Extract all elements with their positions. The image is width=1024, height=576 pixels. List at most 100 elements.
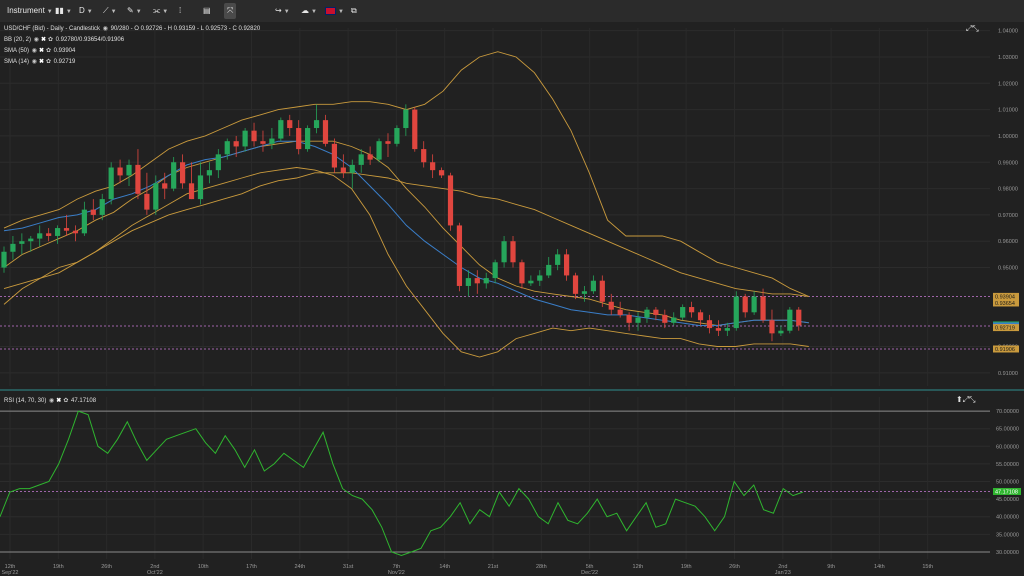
rsi-chart-background <box>0 393 1024 576</box>
candle-body <box>349 164 355 173</box>
eye-icon[interactable]: ◉ <box>33 37 39 43</box>
eye-icon[interactable]: ◉ <box>102 26 108 32</box>
candle-body <box>81 209 87 234</box>
eye-icon[interactable]: ◉ <box>31 59 37 65</box>
date-tick-label: 9th <box>827 564 835 570</box>
close-icon[interactable]: ✖ <box>38 59 44 65</box>
candle-body <box>99 199 105 215</box>
gear-icon[interactable]: ✿ <box>45 59 51 65</box>
candle-body <box>465 278 471 286</box>
candle-body <box>108 167 114 200</box>
candle-body <box>742 296 748 313</box>
indicator-list-button[interactable]: ⁞ <box>176 3 184 19</box>
candle-body <box>555 254 561 265</box>
gear-icon[interactable]: ✿ <box>47 37 53 43</box>
candlestick-type-button[interactable]: ▮▮ ▼ <box>52 3 75 19</box>
close-icon[interactable]: ✖ <box>56 398 62 404</box>
maximize-icon[interactable]: ⤡ <box>969 395 976 404</box>
candle-body <box>224 141 230 155</box>
candle-body <box>689 307 695 313</box>
price-tag-box <box>993 324 1019 332</box>
candle-body <box>528 280 534 284</box>
rsi-chart[interactable]: 47.17108 70.00000 65.00000 60.00000 55.0000… <box>0 393 1024 576</box>
rsi-tick-label: 40.00000 <box>996 515 1019 521</box>
candle-body <box>180 162 186 184</box>
candle-body <box>206 170 212 176</box>
rsi-tick-label: 30.00000 <box>996 550 1019 556</box>
expand-icon[interactable]: ⤢ <box>962 395 970 404</box>
indicator-button[interactable]: ⫘ ▼ <box>150 3 171 19</box>
candle-body <box>278 120 284 139</box>
price-tag-sma50: 0.93904 <box>993 292 1019 300</box>
candle-body <box>653 309 659 315</box>
candle-body <box>483 278 489 284</box>
price-tag-label: 0.93904 <box>995 294 1015 300</box>
candle-body <box>796 309 802 326</box>
date-tick-label: 5th <box>586 564 594 570</box>
close-icon[interactable]: ✖ <box>40 37 46 43</box>
date-sub-label: Dec'22 <box>581 570 598 576</box>
eye-icon[interactable]: ◉ <box>31 48 37 54</box>
popout-button[interactable]: ⧉ <box>348 3 360 19</box>
maximize-icon[interactable]: ⤡ <box>972 24 979 33</box>
date-tick-label: 14th <box>439 564 450 570</box>
chevron-down-icon: ▼ <box>162 9 169 15</box>
price-chart[interactable]: 1.04000 1.03000 1.02000 1.01000 1.00000 0.990… <box>0 22 1024 392</box>
popout-icon: ⧉ <box>351 6 357 15</box>
candle-body <box>421 149 427 163</box>
chevron-down-icon: ▼ <box>65 9 72 15</box>
expand-icon[interactable]: ⤢ <box>966 24 973 33</box>
candle-body <box>635 317 641 323</box>
gear-icon[interactable]: ✿ <box>63 398 69 404</box>
line-draw-icon: ⟋ <box>103 6 109 15</box>
candle-body <box>456 225 463 286</box>
layout-button[interactable]: ▤ <box>200 3 214 19</box>
price-tag-box <box>993 299 1019 307</box>
legend-bb-values: 0.92780/0.93654/0.91906 <box>55 37 125 43</box>
date-sub-label: Nov'22 <box>388 570 405 576</box>
candle-body <box>760 296 766 321</box>
chevron-down-icon: ▼ <box>135 9 142 15</box>
price-tick-label: 1.00000 <box>998 134 1018 140</box>
candle-body <box>10 243 16 252</box>
price-tick-label: 0.98000 <box>998 187 1018 193</box>
candle-body <box>769 320 775 334</box>
candlestick-icon: ▮▮ <box>55 6 64 15</box>
toolbar: Instrument ▼ ▮▮ ▼ D ▼ ⟋ ▼ ✎ ▼ ⫘ ▼ ⁞ ▤ ⤧ ↪ ▼ ☁ ▼ … <box>0 0 1024 23</box>
price-tick-label: 0.96000 <box>998 239 1018 245</box>
candle-body <box>358 154 364 165</box>
eye-icon[interactable]: ◉ <box>49 398 55 404</box>
date-tick-label: 14th <box>874 564 885 570</box>
zoom-fit-button[interactable]: ⤧ <box>224 3 237 19</box>
language-button[interactable]: ▼ <box>322 3 347 19</box>
candle-body <box>126 164 132 176</box>
period-select[interactable]: D ▼ <box>76 3 96 19</box>
candle-body <box>135 164 141 194</box>
candle-body <box>28 238 34 242</box>
date-sub-label: Oct'22 <box>147 570 163 576</box>
pencil-tool-button[interactable]: ✎ ▼ <box>124 3 145 19</box>
candle-body <box>447 175 454 226</box>
candle-body <box>626 314 632 323</box>
weather-icon: ☁ <box>301 6 309 15</box>
arrow-up-icon[interactable]: ⬆ <box>956 395 963 404</box>
date-tick-label: 21st <box>488 564 499 570</box>
legend-rsi-value: 47.17108 <box>71 398 97 404</box>
price-tick-label: 1.01000 <box>998 108 1018 114</box>
candle-body <box>519 262 525 284</box>
weather-button[interactable]: ☁ ▼ <box>298 3 320 19</box>
line-tool-button[interactable]: ⟋ ▼ <box>100 3 120 19</box>
share-button[interactable]: ↪ ▼ <box>272 3 293 19</box>
period-label: D <box>79 6 85 15</box>
close-icon[interactable]: ✖ <box>38 48 44 54</box>
candle-body <box>171 162 177 189</box>
gear-icon[interactable]: ✿ <box>45 48 51 54</box>
date-tick-label: 19th <box>681 564 692 570</box>
instrument-menu[interactable]: Instrument ▼ <box>4 3 56 19</box>
date-tick-label: 31st <box>343 564 354 570</box>
candle-body <box>260 141 266 144</box>
candle-body <box>251 130 257 142</box>
candles <box>1 104 802 342</box>
date-tick-label: 12th <box>633 564 644 570</box>
chevron-down-icon: ▼ <box>283 9 290 15</box>
